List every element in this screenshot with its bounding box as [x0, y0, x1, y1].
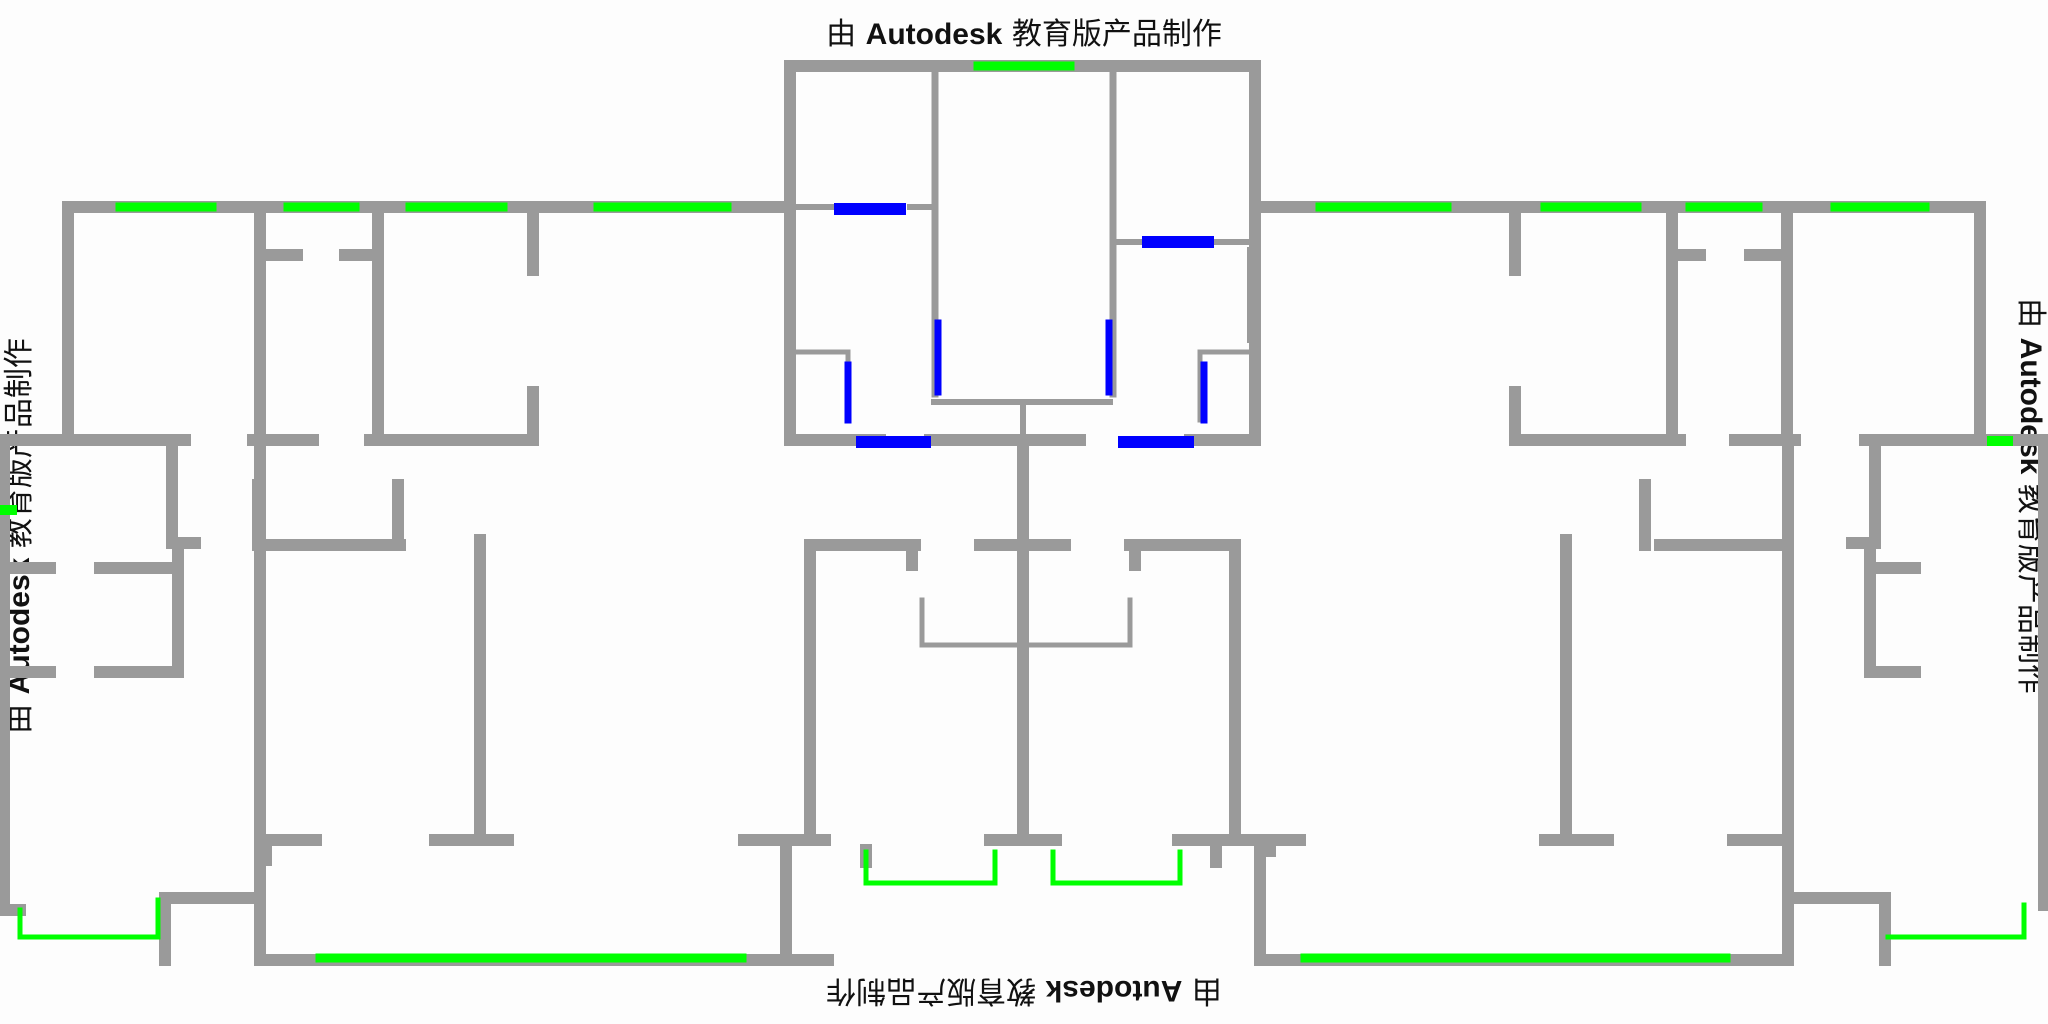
watermark-top: 由 Autodesk 教育版产品制作	[826, 17, 1222, 52]
window-segments	[0, 61, 2027, 963]
door-segments	[834, 203, 1214, 448]
wall-segments	[0, 60, 2048, 966]
